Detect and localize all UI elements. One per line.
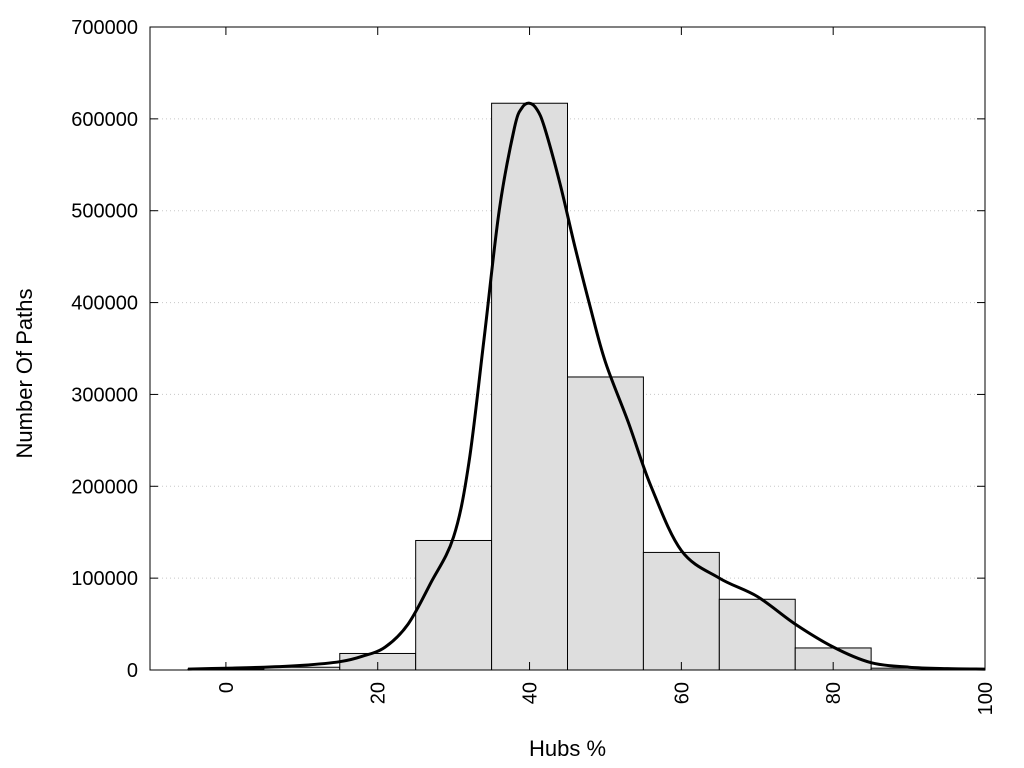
histogram-bar [718, 598, 796, 671]
density-curve [187, 101, 986, 671]
y-axis-ticks: 0 100000 200000 300000 400000 500000 600000 700… [71, 17, 985, 682]
x-axis-title: Hubs % [529, 736, 606, 761]
histogram-bars [187, 102, 948, 671]
x-tick-label: 60 [671, 682, 693, 704]
x-tick-label: 20 [368, 682, 390, 704]
y-tick-label: 700000 [71, 17, 138, 39]
histogram-bar [567, 376, 644, 671]
y-tick-label: 200000 [71, 476, 138, 498]
y-tick-label: 100000 [71, 568, 138, 590]
x-tick-label: 40 [520, 682, 542, 704]
y-tick-label: 300000 [71, 384, 138, 406]
x-tick-label: 80 [823, 682, 845, 704]
y-tick-label: 0 [127, 660, 138, 682]
y-tick-label: 500000 [71, 201, 138, 223]
plot-frame [149, 26, 986, 671]
y-tick-label: 600000 [71, 109, 138, 131]
x-axis-ticks: 0 20 40 60 80 100 [216, 27, 997, 715]
density-curve-line [187, 101, 986, 671]
histogram-bar [642, 551, 720, 671]
x-tick-label: 0 [216, 682, 238, 693]
x-tick-label: 100 [975, 682, 997, 715]
y-axis-title: Number Of Paths [12, 289, 37, 459]
histogram-bar [415, 539, 493, 671]
y-tick-label: 400000 [71, 293, 138, 315]
